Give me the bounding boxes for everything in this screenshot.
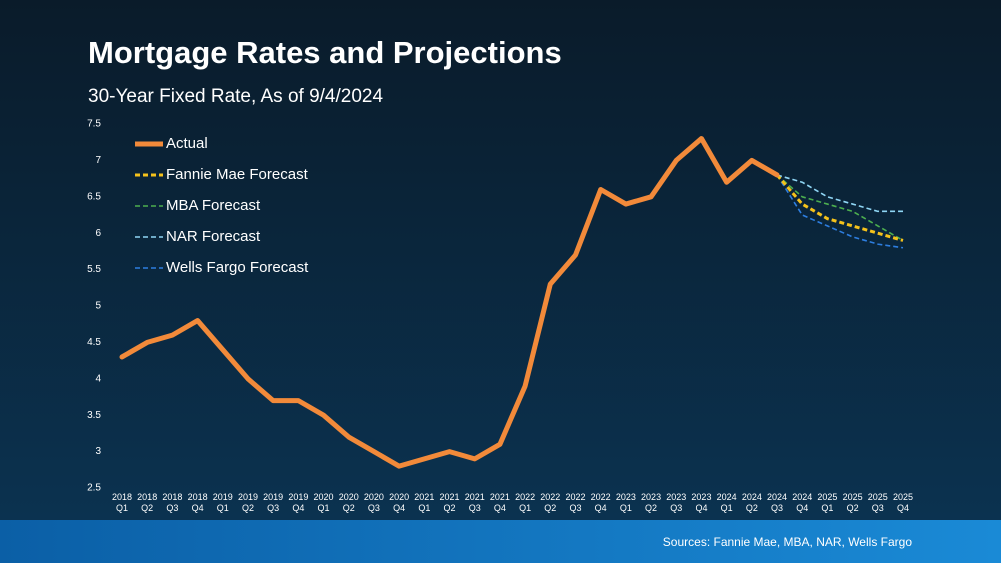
x-tick-label: 2022 Q3 [565, 492, 585, 513]
series-line [119, 136, 780, 469]
y-tick-label: 4 [95, 373, 101, 384]
y-tick-label: 4.5 [87, 337, 101, 348]
series-line [776, 174, 904, 242]
x-tick-label: 2025 Q3 [868, 492, 888, 513]
footer-band [0, 520, 1001, 563]
x-tick-label: 2024 Q4 [792, 492, 812, 513]
source-note: Sources: Fannie Mae, MBA, NAR, Wells Far… [663, 535, 913, 549]
x-tick-label: 2019 Q4 [288, 492, 308, 513]
x-tick-label: 2024 Q3 [767, 492, 787, 513]
x-tick-label: 2023 Q4 [691, 492, 711, 513]
series-line [776, 174, 903, 213]
x-tick-label: 2024 Q1 [717, 492, 737, 513]
x-tick-label: 2022 Q4 [591, 492, 611, 513]
y-tick-label: 7 [95, 155, 101, 166]
series-line [775, 173, 904, 242]
series-line [776, 174, 904, 249]
legend-label: Wells Fargo Forecast [166, 259, 309, 276]
legend-label: NAR Forecast [166, 228, 261, 245]
x-tick-label: 2021 Q4 [490, 492, 510, 513]
x-tick-label: 2020 Q2 [339, 492, 359, 513]
y-tick-label: 3.5 [87, 410, 101, 421]
legend-label: Actual [166, 135, 208, 152]
x-tick-label: 2021 Q2 [440, 492, 460, 513]
x-tick-label: 2019 Q2 [238, 492, 258, 513]
x-tick-label: 2022 Q1 [515, 492, 535, 513]
x-tick-label: 2019 Q1 [213, 492, 233, 513]
x-tick-label: 2025 Q4 [893, 492, 913, 513]
y-tick-label: 6 [95, 228, 101, 239]
x-tick-label: 2022 Q2 [540, 492, 560, 513]
x-tick-label: 2024 Q2 [742, 492, 762, 513]
chart-subtitle: 30-Year Fixed Rate, As of 9/4/2024 [88, 86, 383, 107]
x-tick-label: 2018 Q2 [137, 492, 157, 513]
x-tick-label: 2023 Q2 [641, 492, 661, 513]
x-tick-label: 2018 Q3 [162, 492, 182, 513]
x-tick-label: 2021 Q3 [465, 492, 485, 513]
x-tick-label: 2025 Q2 [843, 492, 863, 513]
x-tick-label: 2023 Q3 [666, 492, 686, 513]
legend-label: MBA Forecast [166, 197, 261, 214]
y-tick-label: 5 [95, 301, 101, 312]
chart-title: Mortgage Rates and Projections [88, 35, 562, 70]
legend-label: Fannie Mae Forecast [166, 166, 309, 183]
x-tick-label: 2020 Q1 [314, 492, 334, 513]
y-tick-label: 2.5 [87, 483, 101, 494]
y-tick-label: 5.5 [87, 264, 101, 275]
x-tick-label: 2021 Q1 [414, 492, 434, 513]
x-tick-label: 2018 Q1 [112, 492, 132, 513]
y-tick-label: 7.5 [87, 119, 101, 130]
y-tick-label: 6.5 [87, 191, 101, 202]
x-tick-label: 2020 Q3 [364, 492, 384, 513]
x-tick-label: 2020 Q4 [389, 492, 409, 513]
x-tick-label: 2023 Q1 [616, 492, 636, 513]
x-tick-label: 2025 Q1 [817, 492, 837, 513]
y-tick-label: 3 [95, 446, 101, 457]
x-tick-label: 2018 Q4 [188, 492, 208, 513]
x-tick-label: 2019 Q3 [263, 492, 283, 513]
